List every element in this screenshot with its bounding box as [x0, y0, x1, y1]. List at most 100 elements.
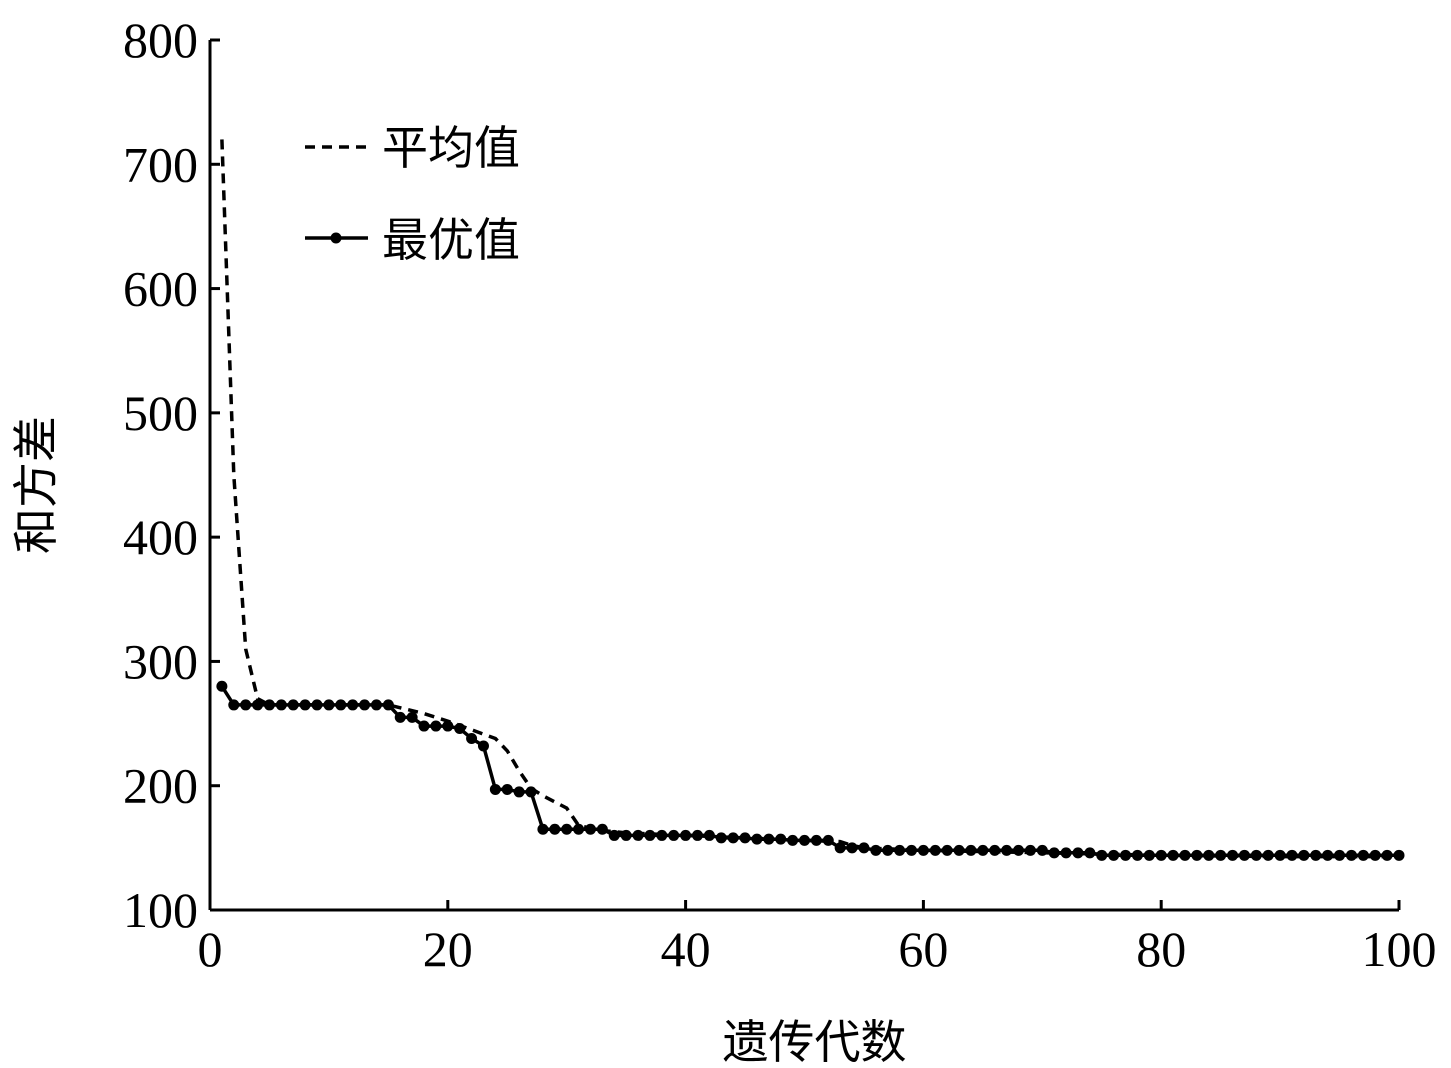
best-data-point	[216, 680, 228, 692]
best-data-point	[573, 823, 585, 835]
x-tick-label: 20	[423, 921, 473, 977]
x-tick-label: 80	[1136, 921, 1186, 977]
best-data-point	[299, 699, 311, 711]
best-data-point	[1345, 849, 1357, 861]
best-data-point	[941, 844, 953, 856]
best-data-point	[537, 823, 549, 835]
best-data-point	[1155, 849, 1167, 861]
y-tick-label: 100	[123, 882, 198, 938]
best-data-point	[525, 786, 537, 798]
best-data-point	[228, 699, 240, 711]
x-tick-label: 0	[198, 921, 223, 977]
best-data-point	[430, 720, 442, 732]
best-data-point	[561, 823, 573, 835]
best-data-point	[1369, 849, 1381, 861]
best-data-point	[727, 832, 739, 844]
best-data-point	[240, 699, 252, 711]
legend-label-best: 最优值	[382, 213, 520, 267]
best-data-point	[1131, 849, 1143, 861]
best-data-point	[608, 829, 620, 841]
series-best	[216, 680, 1405, 861]
best-data-point	[1072, 847, 1084, 859]
best-data-point	[252, 699, 264, 711]
best-data-point	[846, 842, 858, 854]
best-data-point	[513, 786, 525, 798]
best-data-point	[989, 844, 1001, 856]
best-data-point	[1036, 844, 1048, 856]
best-data-point	[1167, 849, 1179, 861]
best-data-point	[1215, 849, 1227, 861]
best-data-point	[775, 833, 787, 845]
best-data-point	[929, 844, 941, 856]
best-data-point	[335, 699, 347, 711]
best-data-point	[1203, 849, 1215, 861]
x-tick-label: 100	[1362, 921, 1437, 977]
best-data-point	[751, 833, 763, 845]
best-data-point	[1250, 849, 1262, 861]
best-data-point	[739, 832, 751, 844]
best-data-point	[287, 699, 299, 711]
best-data-point	[370, 699, 382, 711]
best-data-point	[454, 723, 466, 735]
best-data-point	[263, 699, 275, 711]
legend-label-average: 平均值	[382, 121, 520, 175]
y-tick-label: 800	[123, 12, 198, 68]
best-data-point	[1191, 849, 1203, 861]
best-data-point	[1108, 849, 1120, 861]
best-data-point	[442, 720, 454, 732]
y-tick-label: 300	[123, 633, 198, 689]
best-data-point	[323, 699, 335, 711]
best-data-point	[834, 842, 846, 854]
best-data-point	[1393, 849, 1405, 861]
best-data-point	[691, 829, 703, 841]
best-data-point	[906, 844, 918, 856]
x-tick-label: 60	[898, 921, 948, 977]
y-tick-label: 600	[123, 261, 198, 317]
best-data-point	[1096, 849, 1108, 861]
best-data-point	[1024, 844, 1036, 856]
best-data-point	[418, 720, 430, 732]
best-data-point	[311, 699, 323, 711]
best-data-point	[680, 829, 692, 841]
best-data-point	[632, 829, 644, 841]
best-data-point	[1179, 849, 1191, 861]
best-data-point	[347, 699, 359, 711]
best-data-point	[1001, 844, 1013, 856]
best-data-point	[1262, 849, 1274, 861]
best-data-point	[1357, 849, 1369, 861]
best-data-point	[1084, 847, 1096, 859]
best-data-point	[810, 834, 822, 846]
y-tick-label: 200	[123, 758, 198, 814]
y-tick-label: 400	[123, 509, 198, 565]
best-data-point	[406, 711, 418, 723]
best-data-point	[763, 833, 775, 845]
best-data-point	[466, 732, 478, 744]
best-data-point	[1274, 849, 1286, 861]
best-data-point	[1310, 849, 1322, 861]
best-data-point	[1286, 849, 1298, 861]
best-data-point	[1143, 849, 1155, 861]
best-data-point	[584, 823, 596, 835]
best-data-point	[917, 844, 929, 856]
best-data-point	[656, 829, 668, 841]
best-data-point	[1048, 847, 1060, 859]
y-tick-label: 500	[123, 385, 198, 441]
best-data-point	[620, 829, 632, 841]
best-data-point	[1298, 849, 1310, 861]
best-data-point	[275, 699, 287, 711]
best-data-point	[1060, 847, 1072, 859]
best-data-point	[359, 699, 371, 711]
y-tick-label: 700	[123, 136, 198, 192]
best-data-point	[882, 844, 894, 856]
best-data-point	[965, 844, 977, 856]
best-data-point	[1238, 849, 1250, 861]
best-data-point	[1227, 849, 1239, 861]
best-data-point	[489, 783, 501, 795]
legend-marker-best	[330, 232, 342, 244]
best-data-point	[799, 834, 810, 846]
best-data-point	[977, 844, 989, 856]
best-data-point	[715, 832, 727, 844]
y-axis-label: 和方差	[9, 416, 63, 554]
best-data-point	[870, 844, 882, 856]
